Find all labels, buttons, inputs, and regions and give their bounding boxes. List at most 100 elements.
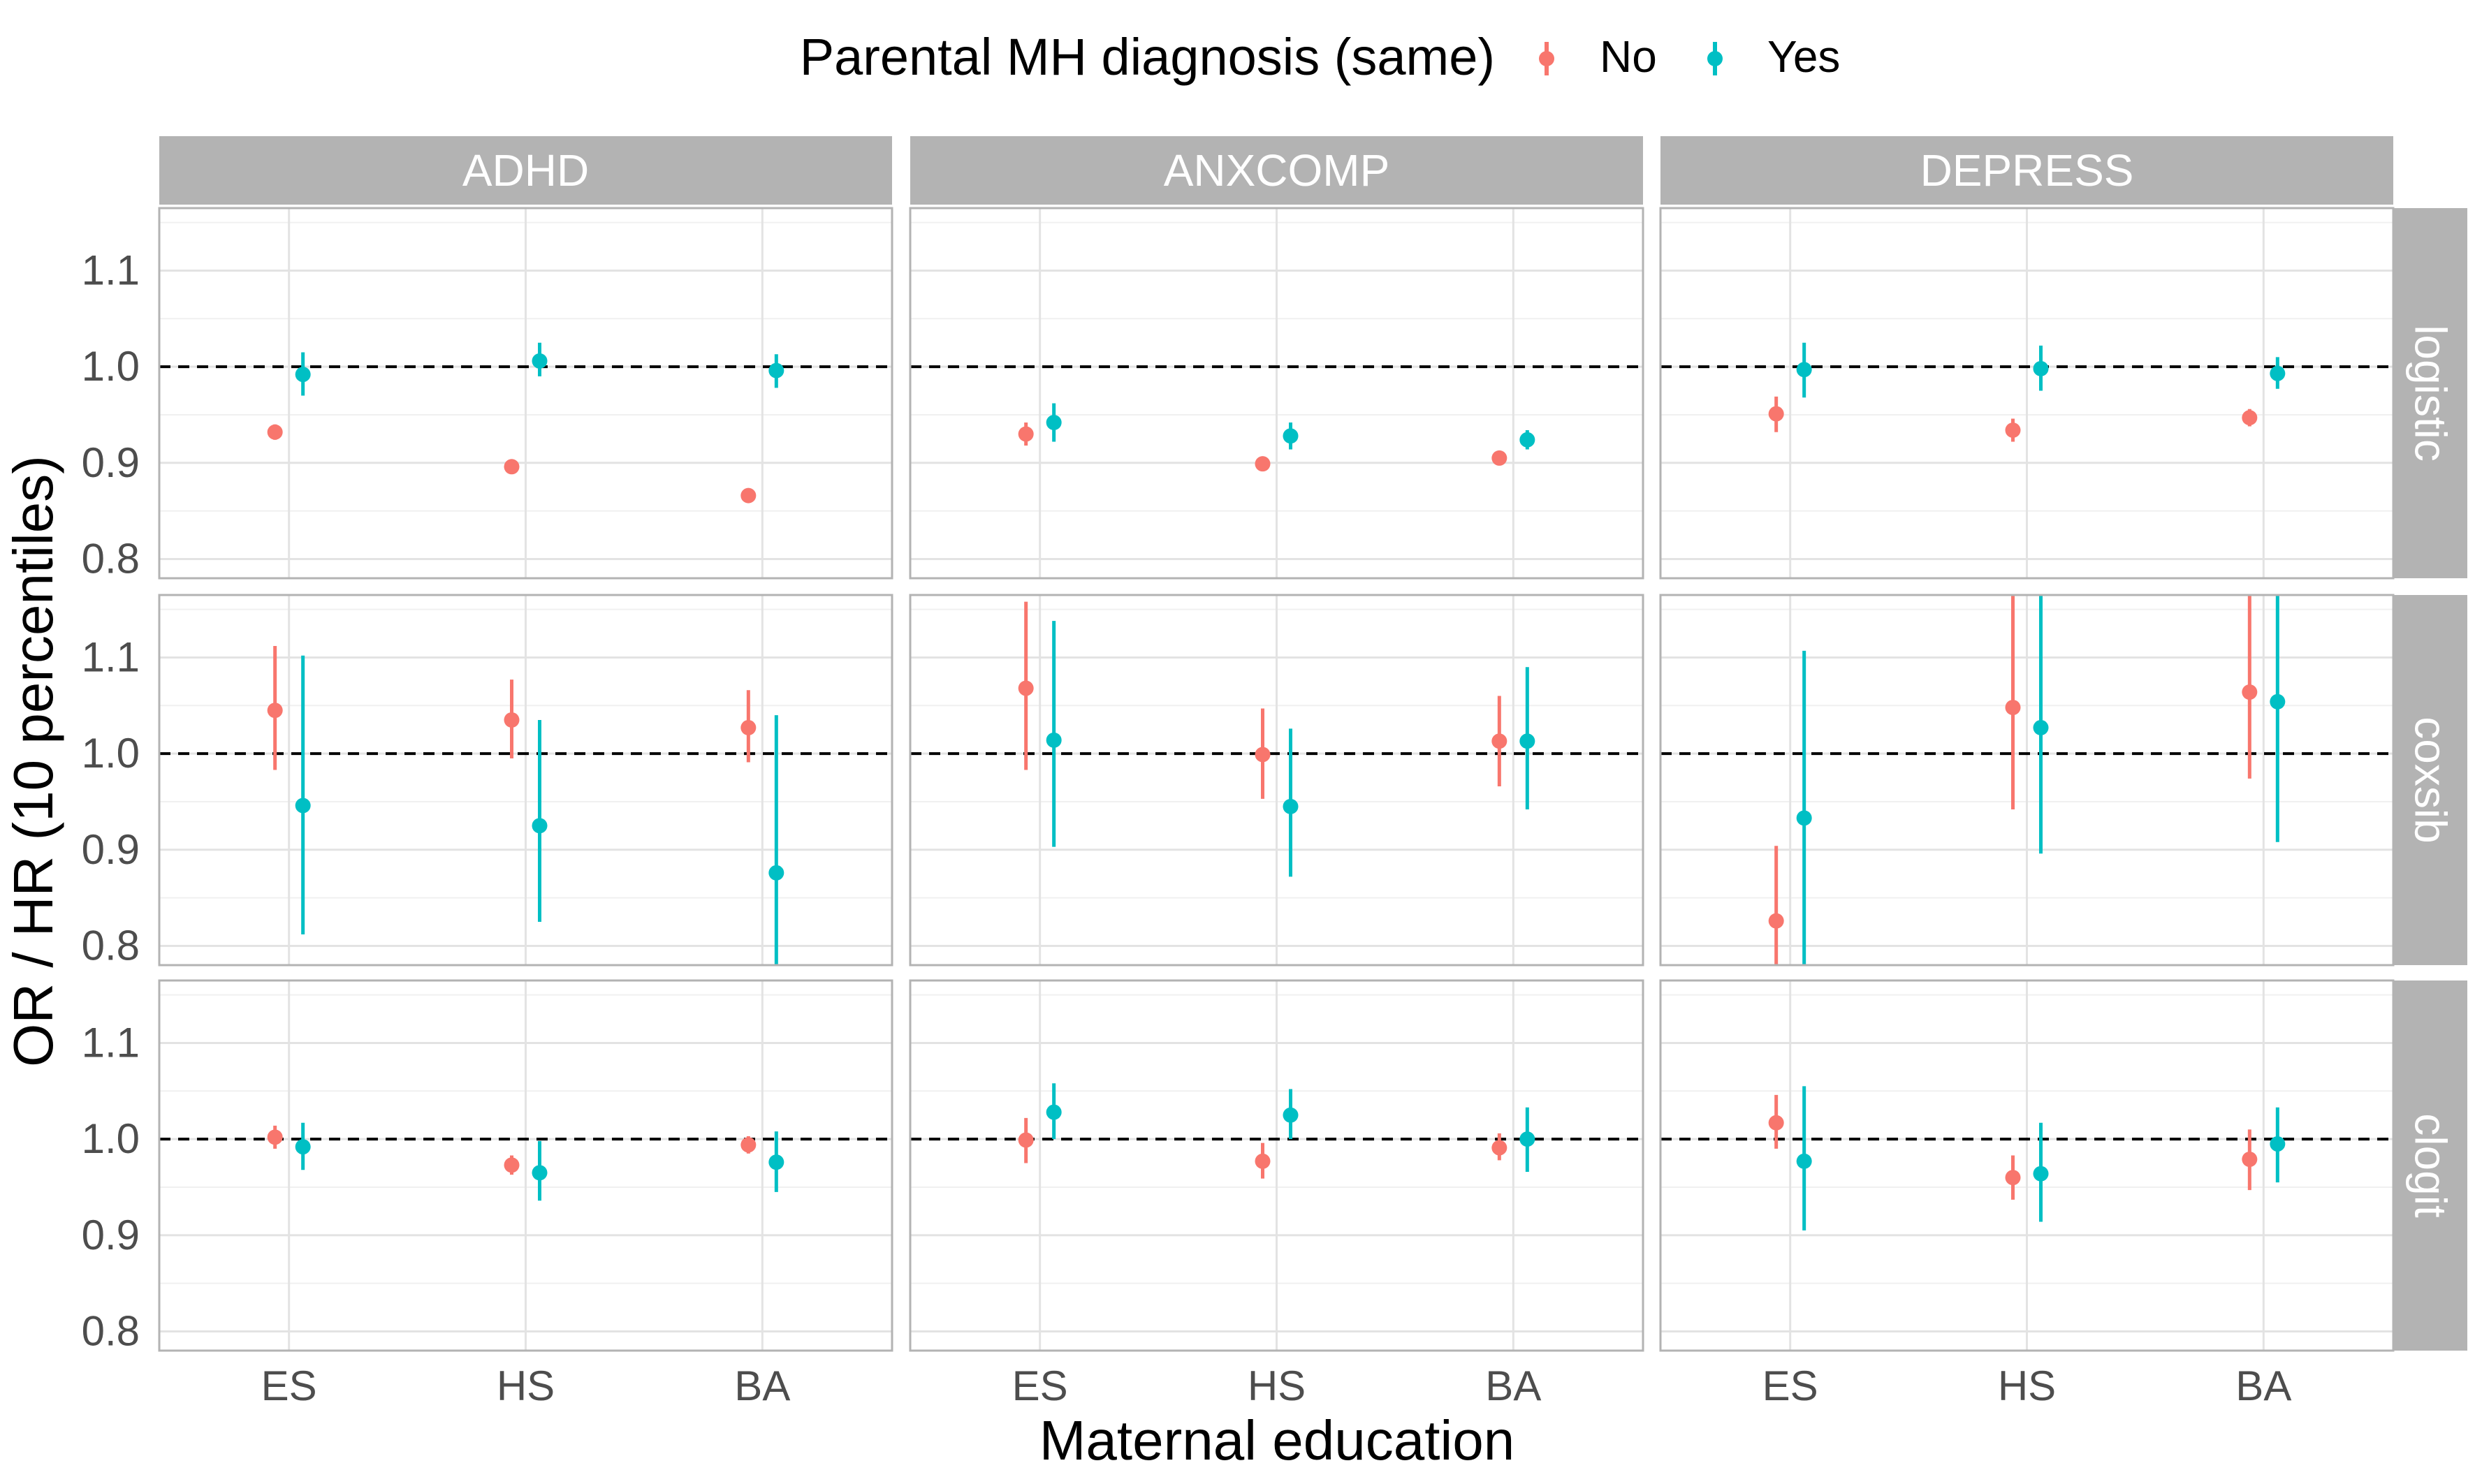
estimate-point-no <box>267 424 283 440</box>
panel-border <box>1659 594 2395 967</box>
estimate-point-no <box>1018 1132 1034 1148</box>
estimate-point-yes <box>532 1165 548 1181</box>
estimate-point-no <box>267 703 283 719</box>
y-tick-label: 1.1 <box>82 247 140 293</box>
panel-logistic-adhd <box>158 207 893 580</box>
estimate-point-yes <box>2270 365 2286 381</box>
column-strip-anxcomp: ANXCOMP <box>910 136 1643 205</box>
panel-logistic-anxcomp <box>909 207 1644 580</box>
legend-key-yes-point <box>1707 51 1723 66</box>
x-tick-label: HS <box>497 1362 555 1409</box>
estimate-point-no <box>1018 426 1034 442</box>
column-strip-adhd: ADHD <box>159 136 892 205</box>
estimate-point-no <box>1255 747 1271 763</box>
estimate-point-no <box>2242 410 2258 426</box>
facet-panels: ADHD ANXCOMP DEPRESS logistic coxsib clogit 0.… <box>82 136 2467 1409</box>
estimate-point-yes <box>1519 1131 1535 1147</box>
panel-clogit-adhd <box>158 979 893 1352</box>
panel-border <box>158 594 893 967</box>
x-tick-label: BA <box>2235 1362 2291 1409</box>
estimate-point-yes <box>1796 362 1812 378</box>
estimate-point-no <box>2242 684 2258 700</box>
estimate-point-no <box>504 712 520 728</box>
row-strip-label: logistic <box>2406 325 2456 462</box>
y-tick-label: 1.0 <box>82 1115 140 1162</box>
x-tick-label: BA <box>1485 1362 1541 1409</box>
row-strip-clogit: clogit <box>2394 980 2467 1351</box>
y-tick-label: 0.9 <box>82 439 140 486</box>
legend-title: Parental MH diagnosis (same) <box>800 28 1495 86</box>
column-strip-depress: DEPRESS <box>1660 136 2393 205</box>
estimate-point-yes <box>2033 360 2049 376</box>
row-strip-bg <box>2394 980 2467 1351</box>
y-axis-title: OR / HR (10 percentiles) <box>2 455 64 1067</box>
panel-logistic-depress <box>1659 207 2395 580</box>
x-tick-label: ES <box>261 1362 317 1409</box>
panel-clogit-anxcomp <box>909 979 1644 1352</box>
estimate-point-no <box>1491 1140 1507 1156</box>
estimate-point-no <box>1768 1115 1784 1131</box>
estimate-point-no <box>2005 700 2021 716</box>
estimate-point-yes <box>295 367 311 383</box>
column-strip-label: ADHD <box>462 145 589 196</box>
y-tick-label: 0.8 <box>82 1307 140 1354</box>
estimate-point-yes <box>532 818 548 834</box>
y-tick-label: 1.1 <box>82 633 140 680</box>
x-tick-label: HS <box>1248 1362 1306 1409</box>
column-strip-label: ANXCOMP <box>1164 145 1390 196</box>
y-tick-label: 1.1 <box>82 1019 140 1066</box>
estimate-point-yes <box>2033 1166 2049 1182</box>
estimate-point-yes <box>1046 732 1062 748</box>
estimate-point-yes <box>1283 798 1299 814</box>
row-strip-label: clogit <box>2406 1113 2456 1218</box>
estimate-point-yes <box>1519 432 1535 448</box>
y-tick-label: 0.9 <box>82 1212 140 1258</box>
estimate-point-yes <box>1046 1104 1062 1120</box>
y-tick-label: 0.8 <box>82 535 140 582</box>
column-strip-bg <box>159 136 892 205</box>
estimate-point-no <box>1255 1153 1271 1169</box>
legend-entry-yes: Yes <box>1707 31 1840 82</box>
estimate-point-yes <box>1046 414 1062 430</box>
estimate-point-yes <box>768 865 784 881</box>
x-axis-title: Maternal education <box>1039 1409 1514 1471</box>
column-strip-label: DEPRESS <box>1920 145 2134 196</box>
estimate-point-yes <box>768 1154 784 1170</box>
panel-border <box>1659 979 2395 1352</box>
x-tick-label: BA <box>734 1362 790 1409</box>
y-tick-label: 1.0 <box>82 343 140 390</box>
panel-border <box>1659 207 2395 580</box>
estimate-point-no <box>740 487 757 504</box>
estimate-point-yes <box>295 798 311 814</box>
estimate-point-yes <box>1796 810 1812 826</box>
legend-label-no: No <box>1600 31 1657 82</box>
legend-entry-no: No <box>1539 31 1657 82</box>
row-strip-bg <box>2394 595 2467 965</box>
estimate-point-yes <box>2270 1136 2286 1152</box>
panel-border <box>158 979 893 1352</box>
x-tick-label: HS <box>1998 1362 2056 1409</box>
x-tick-label: ES <box>1012 1362 1068 1409</box>
estimate-point-yes <box>2270 693 2286 710</box>
estimate-point-yes <box>1796 1153 1812 1169</box>
estimate-point-yes <box>1519 733 1535 749</box>
estimate-point-yes <box>295 1139 311 1155</box>
estimate-point-no <box>267 1129 283 1145</box>
legend: Parental MH diagnosis (same) No Yes <box>800 28 1841 86</box>
panel-coxsib-adhd <box>158 594 893 967</box>
estimate-point-no <box>1768 406 1784 422</box>
panel-border <box>909 979 1644 1352</box>
estimate-point-no <box>2242 1152 2258 1168</box>
y-tick-label: 0.9 <box>82 826 140 873</box>
row-strip-logistic: logistic <box>2394 208 2467 578</box>
estimate-point-yes <box>532 353 548 369</box>
estimate-point-no <box>1491 733 1507 749</box>
estimate-point-no <box>1491 450 1507 466</box>
estimate-point-no <box>2005 423 2021 438</box>
estimate-point-no <box>1255 456 1271 472</box>
panel-clogit-depress <box>1659 979 2395 1352</box>
estimate-point-yes <box>2033 719 2049 735</box>
estimate-point-no <box>1018 680 1034 696</box>
